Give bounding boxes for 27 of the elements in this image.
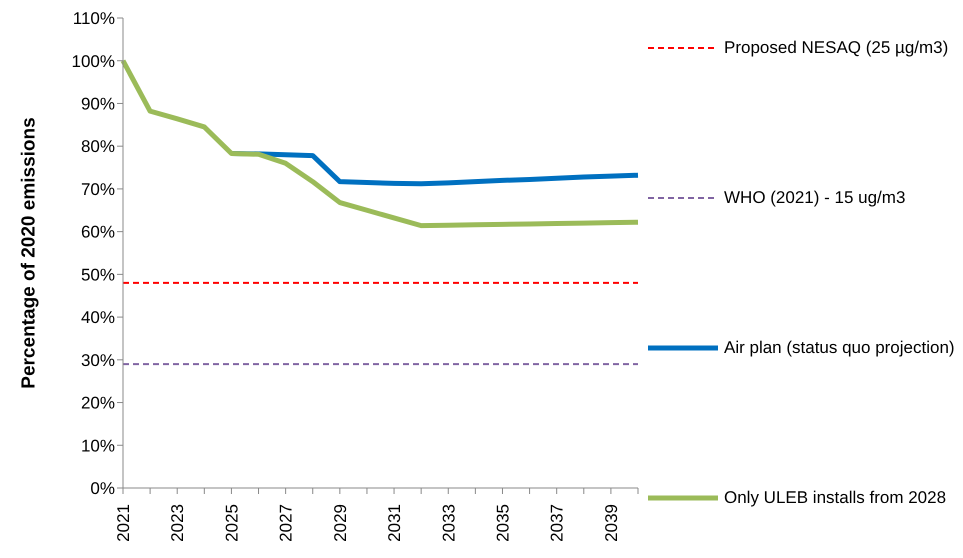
y-tick-label: 20% <box>80 394 115 413</box>
legend-label: WHO (2021) - 15 ug/m3 <box>724 188 906 208</box>
x-tick-label: 2035 <box>493 504 512 542</box>
legend-label: Air plan (status quo projection) <box>724 338 955 358</box>
y-axis-title: Percentage of 2020 emissions <box>18 117 40 389</box>
y-tick-label: 0% <box>90 479 115 498</box>
y-tick-label: 10% <box>80 436 115 456</box>
y-tick-label: 100% <box>72 52 115 71</box>
x-tick-label: 2029 <box>330 504 350 542</box>
x-tick-label: 2039 <box>602 504 621 542</box>
y-tick-label: 40% <box>80 308 115 328</box>
y-tick-label: 60% <box>80 222 115 242</box>
x-tick-label: 2031 <box>385 504 404 542</box>
x-tick-label: 2037 <box>548 504 567 542</box>
y-tick-label: 50% <box>80 265 115 284</box>
y-tick-label: 110% <box>72 9 115 28</box>
y-tick-label: 70% <box>80 180 115 199</box>
legend-label: Proposed NESAQ (25 µg/m3) <box>724 38 948 58</box>
x-tick-label: 2027 <box>276 504 296 542</box>
x-tick-label: 2025 <box>222 504 242 542</box>
x-tick-label: 2023 <box>168 504 188 542</box>
y-tick-label: 90% <box>80 94 115 114</box>
x-tick-label: 2033 <box>439 504 458 542</box>
y-tick-label: 80% <box>80 137 115 156</box>
x-tick-label: 2021 <box>114 504 133 542</box>
y-tick-label: 30% <box>80 350 115 370</box>
legend-label: Only ULEB installs from 2028 <box>724 488 946 508</box>
